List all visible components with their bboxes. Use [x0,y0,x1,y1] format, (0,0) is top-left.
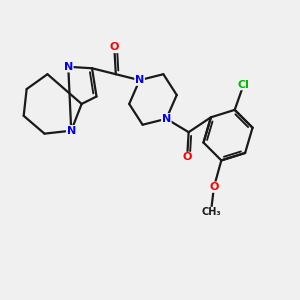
Text: O: O [110,43,119,52]
Text: CH₃: CH₃ [201,207,221,218]
Text: O: O [182,152,192,162]
Text: N: N [135,75,144,85]
Text: Cl: Cl [238,80,250,90]
Text: O: O [209,182,219,192]
Text: N: N [64,62,73,72]
Text: N: N [67,126,76,136]
Text: N: N [162,114,171,124]
